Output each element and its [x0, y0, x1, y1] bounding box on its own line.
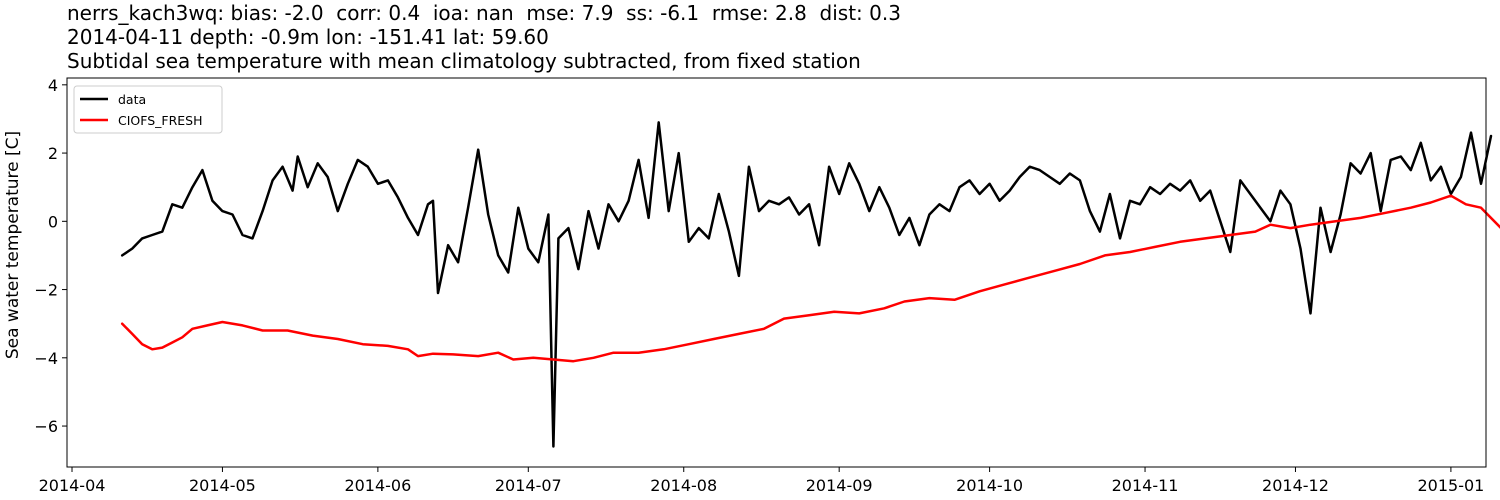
x-tick-label: 2014-09 [806, 476, 873, 495]
legend: data CIOFS_FRESH [73, 85, 223, 134]
y-axis: 4 2 0 −2 −4 −6 [34, 76, 67, 436]
legend-label: CIOFS_FRESH [118, 113, 203, 128]
legend-label: data [118, 92, 146, 107]
chart-title-metrics: nerrs_kach3wq: bias: -2.0 corr: 0.4 ioa:… [67, 1, 901, 25]
series-layer [120, 121, 1500, 448]
y-tick-label: −4 [34, 349, 58, 368]
axes-frame [66, 77, 1487, 468]
y-axis-label: Sea water temperature [C] [3, 131, 23, 359]
x-tick-label: 2014-11 [1112, 476, 1179, 495]
x-tick-label: 2014-04 [39, 476, 106, 495]
chart-titles: nerrs_kach3wq: bias: -2.0 corr: 0.4 ioa:… [67, 1, 901, 73]
chart-title-station: 2014-04-11 depth: -0.9m lon: -151.41 lat… [67, 25, 549, 49]
x-tick-label: 2015-01 [1417, 476, 1484, 495]
x-tick-label: 2014-08 [650, 476, 717, 495]
series-line-ciofs-fresh [120, 194, 1500, 363]
y-tick-label: −2 [34, 281, 58, 300]
x-tick-label: 2014-12 [1262, 476, 1329, 495]
x-axis: 2014-04 2014-05 2014-06 2014-07 2014-08 2014-… [39, 467, 1484, 495]
x-tick-label: 2014-06 [344, 476, 411, 495]
y-tick-label: 0 [48, 212, 58, 231]
chart-title-description: Subtidal sea temperature with mean clima… [67, 49, 861, 73]
legend-box [73, 85, 223, 134]
y-tick-label: 2 [48, 144, 58, 163]
series-line-data [120, 121, 1493, 448]
x-tick-label: 2014-05 [189, 476, 256, 495]
x-tick-label: 2014-07 [495, 476, 562, 495]
x-tick-label: 2014-10 [956, 476, 1023, 495]
y-tick-label: 4 [48, 76, 58, 95]
y-tick-label: −6 [34, 417, 58, 436]
